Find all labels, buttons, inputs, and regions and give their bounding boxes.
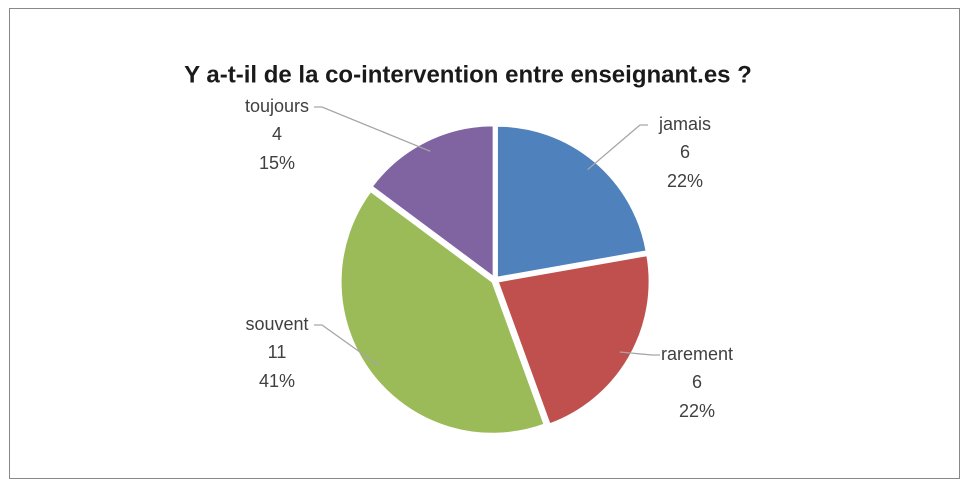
pie-slice [339,189,546,435]
data-label-percent: 22% [667,171,703,191]
data-label-value: 11 [268,342,287,362]
data-label-category: rarement [661,344,733,364]
data-label-value: 6 [680,142,690,162]
data-label-category: souvent [245,314,308,334]
leader-line [314,106,431,152]
pie-slice [496,253,651,426]
pie-slice [495,124,648,279]
pie-slice [370,124,495,280]
chart-title: Y a-t-il de la co-intervention entre ens… [184,61,752,88]
data-label-category: jamais [658,114,711,134]
leader-line [314,324,380,367]
data-label-value: 6 [692,372,702,392]
data-label-percent: 41% [259,371,295,391]
leader-line [587,124,648,171]
data-label-category: toujours [245,96,309,116]
data-label-percent: 22% [679,401,715,421]
data-label-value: 4 [272,124,282,144]
leader-line [619,351,660,356]
data-label-percent: 15% [259,153,295,173]
